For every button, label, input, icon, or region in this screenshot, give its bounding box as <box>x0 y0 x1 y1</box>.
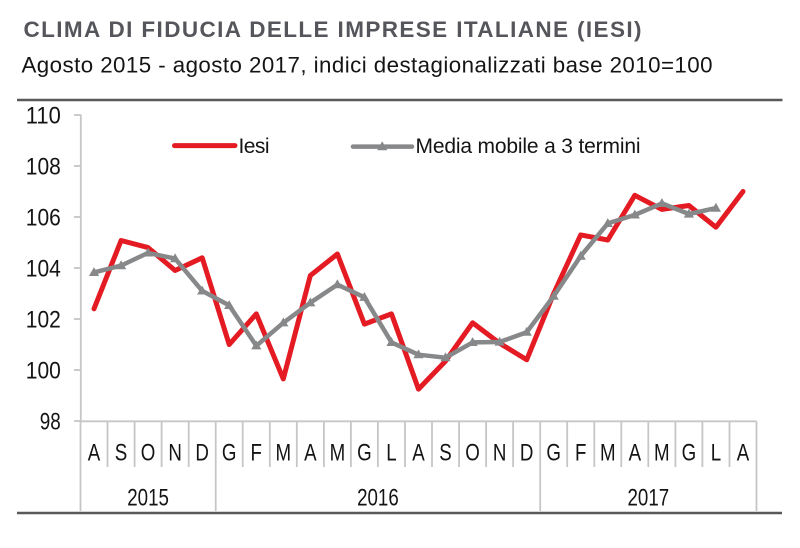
svg-text:F: F <box>251 439 262 466</box>
svg-text:106: 106 <box>26 205 61 232</box>
svg-text:Iesi: Iesi <box>239 135 270 158</box>
svg-text:O: O <box>465 439 480 466</box>
svg-text:A: A <box>412 439 425 466</box>
svg-text:N: N <box>168 439 182 466</box>
svg-text:M: M <box>654 439 670 466</box>
svg-text:2016: 2016 <box>357 484 399 511</box>
svg-text:Agosto 2015 - agosto 2017, i: Agosto 2015 - agosto 2017, indici destag… <box>22 53 713 78</box>
svg-text:100: 100 <box>26 358 61 385</box>
svg-text:A: A <box>629 439 642 466</box>
svg-text:98: 98 <box>40 409 61 436</box>
svg-text:D: D <box>195 439 209 466</box>
svg-text:G: G <box>682 439 697 466</box>
svg-text:2015: 2015 <box>127 484 169 511</box>
svg-text:A: A <box>737 439 750 466</box>
svg-text:L: L <box>386 439 396 466</box>
svg-text:N: N <box>493 439 507 466</box>
svg-text:M: M <box>600 439 616 466</box>
svg-text:A: A <box>88 439 101 466</box>
svg-text:104: 104 <box>26 256 61 283</box>
svg-text:G: G <box>357 439 372 466</box>
svg-text:L: L <box>711 439 721 466</box>
svg-text:M: M <box>330 439 346 466</box>
svg-text:S: S <box>439 439 451 466</box>
svg-text:108: 108 <box>26 154 61 181</box>
svg-text:O: O <box>141 439 156 466</box>
svg-text:S: S <box>115 439 127 466</box>
svg-text:2017: 2017 <box>628 484 670 511</box>
svg-text:G: G <box>546 439 561 466</box>
svg-text:M: M <box>276 439 292 466</box>
svg-text:A: A <box>304 439 317 466</box>
svg-text:102: 102 <box>26 307 61 334</box>
svg-text:D: D <box>520 439 534 466</box>
svg-text:F: F <box>575 439 586 466</box>
svg-text:G: G <box>222 439 237 466</box>
svg-text:CLIMA DI FIDUCIA DELLE IMPRESE: CLIMA DI FIDUCIA DELLE IMPRESE ITALIANE … <box>24 17 642 42</box>
svg-text:110: 110 <box>26 103 61 130</box>
svg-text:Media mobile a 3 termini: Media mobile a 3 termini <box>416 135 641 158</box>
